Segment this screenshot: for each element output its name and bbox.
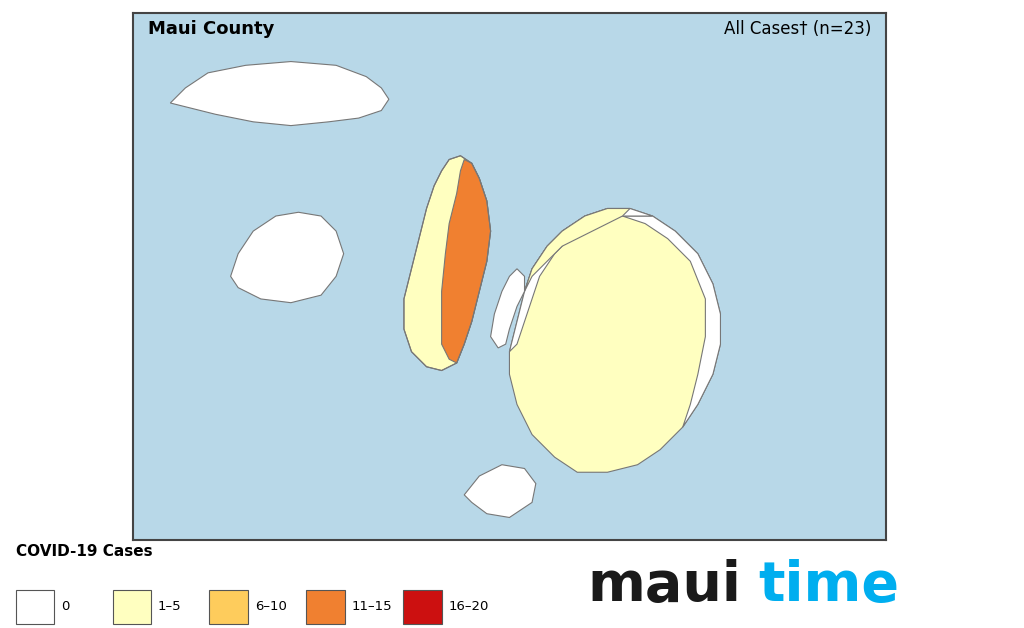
FancyBboxPatch shape [306, 590, 345, 624]
Text: 1–5: 1–5 [158, 600, 181, 614]
Polygon shape [510, 208, 652, 352]
Text: 0: 0 [61, 600, 70, 614]
Text: COVID-19 Cases: COVID-19 Cases [15, 544, 153, 560]
FancyBboxPatch shape [113, 590, 152, 624]
Text: Maui County: Maui County [147, 20, 274, 38]
Polygon shape [510, 208, 721, 472]
Text: 11–15: 11–15 [351, 600, 392, 614]
FancyBboxPatch shape [15, 590, 54, 624]
Polygon shape [524, 208, 630, 291]
Text: maui: maui [587, 559, 740, 613]
Polygon shape [623, 216, 721, 427]
Polygon shape [490, 269, 524, 348]
FancyBboxPatch shape [209, 590, 248, 624]
FancyBboxPatch shape [402, 590, 441, 624]
Polygon shape [403, 156, 490, 371]
Polygon shape [441, 160, 490, 363]
Text: time: time [759, 559, 899, 613]
Text: 16–20: 16–20 [449, 600, 488, 614]
Text: All Cases† (n=23): All Cases† (n=23) [724, 20, 871, 38]
Text: 6–10: 6–10 [255, 600, 287, 614]
Polygon shape [170, 62, 389, 126]
Polygon shape [230, 212, 344, 303]
Polygon shape [464, 465, 536, 517]
